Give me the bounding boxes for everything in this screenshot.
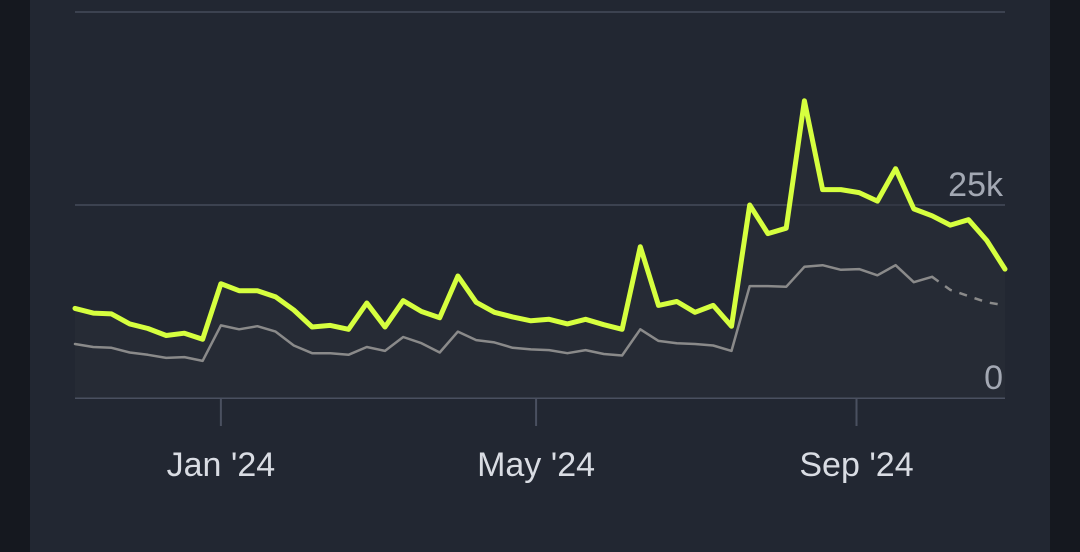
y-tick-label: 0 [984,359,1003,397]
series-line-primary [72,98,1008,342]
y-tick-label: 25k [948,166,1004,204]
series-line-secondary [73,263,934,363]
x-tick-label: Jan '24 [167,446,276,484]
series-area [75,100,1005,399]
x-tick-label: Sep '24 [799,446,913,484]
x-tick-label: May '24 [477,446,595,484]
chart-card: Jan '24 May '24 Sep '24 0 25k [30,0,1050,552]
series-line-secondary-projection [931,275,1006,307]
line-chart: Jan '24 May '24 Sep '24 0 25k [72,11,1008,484]
